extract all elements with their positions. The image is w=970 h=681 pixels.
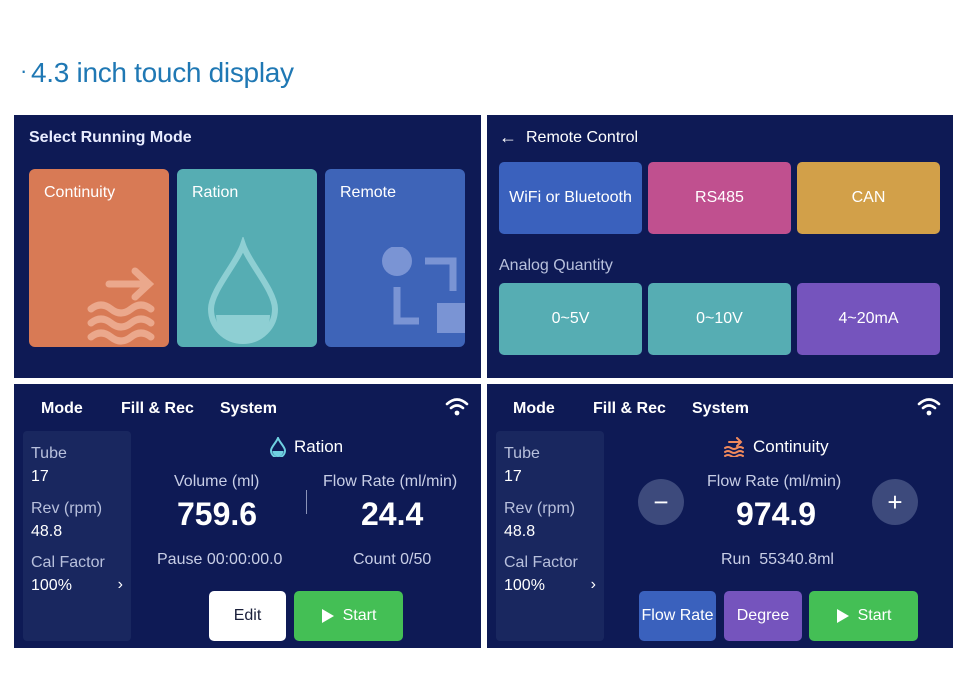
tube-value: 17 — [31, 468, 49, 485]
mode-header: Ration — [270, 437, 343, 457]
mode-card-remote[interactable]: Remote — [325, 169, 465, 347]
volume-label: Volume (ml) — [174, 473, 260, 490]
mode-card-continuity[interactable]: Continuity — [29, 169, 169, 347]
menu-mode[interactable]: Mode — [41, 400, 83, 417]
rev-label: Rev (rpm) — [31, 500, 103, 517]
menu-system[interactable]: System — [692, 400, 749, 417]
cal-factor-label: Cal Factor — [504, 554, 578, 571]
mode-name: Continuity — [753, 437, 829, 456]
cal-factor-value: 100% — [504, 577, 545, 594]
count-display: Count 0/50 — [353, 551, 432, 568]
wifi-bluetooth-button[interactable]: WiFi or Bluetooth — [499, 162, 642, 234]
mode-card-label: Ration — [192, 184, 239, 201]
pause-timer: Pause 00:00:00.0 — [157, 551, 283, 568]
volume-value: 759.6 — [177, 496, 258, 532]
flow-rate-label: Flow Rate (ml/min) — [323, 473, 458, 490]
flow-rate-label: Flow Rate (ml/min) — [707, 473, 842, 490]
decrease-button[interactable]: − — [638, 479, 684, 525]
flow-rate-value: 24.4 — [361, 496, 424, 532]
rev-label: Rev (rpm) — [504, 500, 576, 517]
continuity-icon — [724, 437, 744, 457]
tube-label: Tube — [504, 445, 540, 462]
analog-0-10v-button[interactable]: 0~10V — [648, 283, 791, 355]
ration-screen: Mode Fill & Rec System Tube 17 Rev (rpm)… — [14, 384, 481, 648]
continuity-screen: Mode Fill & Rec System Tube 17 Rev (rpm)… — [487, 384, 953, 648]
mode-card-label: Remote — [340, 184, 397, 201]
heading-bullet: · — [20, 58, 28, 83]
continuity-icon — [87, 267, 155, 345]
play-icon — [836, 609, 849, 623]
flow-rate-button[interactable]: Flow Rate — [639, 591, 716, 641]
analog-4-20ma-button[interactable]: 4~20mA — [797, 283, 940, 355]
pump-info-sidebar[interactable]: Tube 17 Rev (rpm) 48.8 Cal Factor 100% › — [496, 431, 604, 641]
mode-header: Continuity — [723, 437, 829, 457]
analog-0-5v-button[interactable]: 0~5V — [499, 283, 642, 355]
menu-mode[interactable]: Mode — [513, 400, 555, 417]
drop-icon — [207, 237, 279, 344]
chevron-right-icon: › — [590, 576, 596, 593]
heading-text: 4.3 inch touch display — [31, 57, 294, 88]
drop-icon — [270, 437, 286, 457]
edit-button[interactable]: Edit — [209, 591, 286, 641]
remote-control-screen: ← Remote Control WiFi or Bluetooth RS485… — [487, 115, 953, 378]
tube-value: 17 — [504, 468, 522, 485]
mode-card-ration[interactable]: Ration — [177, 169, 317, 347]
chevron-right-icon: › — [117, 576, 123, 593]
rev-value: 48.8 — [504, 523, 536, 540]
page-heading: · 4.3 inch touch display — [20, 57, 294, 89]
rev-value: 48.8 — [31, 523, 63, 540]
wifi-icon — [445, 398, 469, 416]
play-icon — [321, 609, 334, 623]
remote-icon — [382, 247, 465, 333]
divider — [306, 490, 307, 514]
degree-button[interactable]: Degree — [724, 591, 802, 641]
menu-fill-rec[interactable]: Fill & Rec — [593, 400, 666, 417]
can-button[interactable]: CAN — [797, 162, 940, 234]
start-label: Start — [857, 607, 892, 624]
tube-label: Tube — [31, 445, 67, 462]
back-arrow-icon[interactable]: ← — [499, 127, 517, 147]
cal-factor-value: 100% — [31, 577, 72, 594]
screen-title: Select Running Mode — [29, 129, 192, 146]
menu-system[interactable]: System — [220, 400, 277, 417]
start-button[interactable]: Start — [294, 591, 403, 641]
menu-fill-rec[interactable]: Fill & Rec — [121, 400, 194, 417]
pump-info-sidebar[interactable]: Tube 17 Rev (rpm) 48.8 Cal Factor 100% › — [23, 431, 131, 641]
mode-name: Ration — [294, 437, 344, 456]
run-volume: Run 55340.8ml — [721, 551, 834, 568]
increase-button[interactable]: + — [872, 479, 918, 525]
start-button[interactable]: Start — [809, 591, 918, 641]
analog-quantity-label: Analog Quantity — [499, 257, 613, 274]
cal-factor-label: Cal Factor — [31, 554, 105, 571]
mode-card-label: Continuity — [44, 184, 116, 201]
wifi-icon — [917, 398, 941, 416]
start-label: Start — [342, 607, 377, 624]
select-mode-screen: Select Running Mode Continuity Ration Re… — [14, 115, 481, 378]
flow-rate-value: 974.9 — [736, 496, 817, 532]
screen-title: Remote Control — [526, 129, 639, 146]
rs485-button[interactable]: RS485 — [648, 162, 791, 234]
